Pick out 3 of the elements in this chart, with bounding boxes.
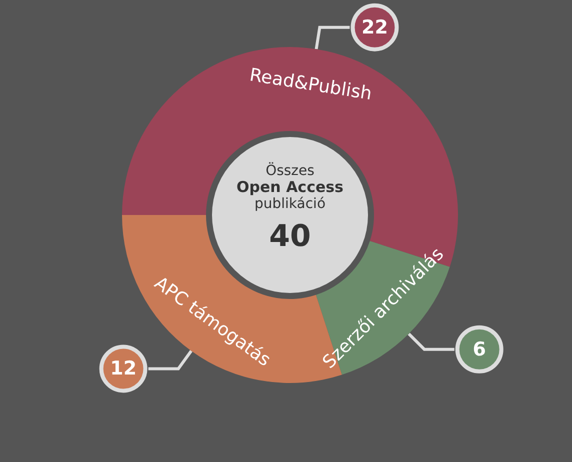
data-label: 12 bbox=[110, 358, 137, 380]
data-label: 22 bbox=[361, 16, 388, 38]
data-label: 6 bbox=[472, 338, 486, 360]
